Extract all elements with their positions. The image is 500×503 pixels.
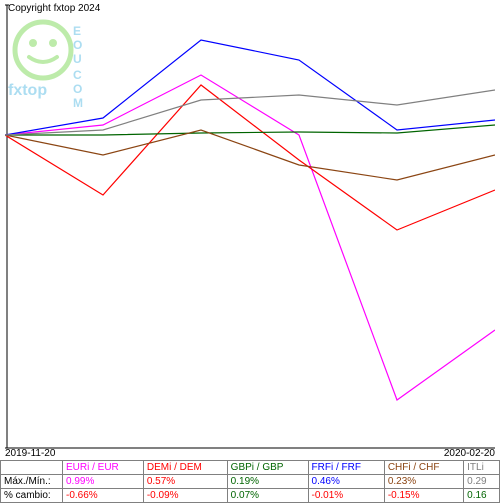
table-cell: 0.23% xyxy=(384,475,463,489)
table-cell: 0.99% xyxy=(63,475,144,489)
table-cell: 0.16 xyxy=(464,489,500,503)
copyright-text: Copyright fxtop 2024 xyxy=(8,3,100,14)
table-cell: -0.01% xyxy=(308,489,384,503)
svg-text:O: O xyxy=(73,82,82,96)
svg-text:C: C xyxy=(73,68,82,82)
table-cell: 0.19% xyxy=(227,475,308,489)
svg-text:fxtop: fxtop xyxy=(8,82,47,99)
table-cell: -0.66% xyxy=(63,489,144,503)
table-cell: 0.29 xyxy=(464,475,500,489)
table-cell: -0.15% xyxy=(384,489,463,503)
table-cell: 0.46% xyxy=(308,475,384,489)
svg-text:E: E xyxy=(73,24,81,38)
svg-text:M: M xyxy=(73,96,83,110)
watermark-logo: E O U fxtop C O M xyxy=(3,15,493,470)
table-cell: -0.09% xyxy=(143,489,227,503)
table-cell: 0.07% xyxy=(227,489,308,503)
row-label-cambio: % cambio: xyxy=(1,489,63,503)
svg-text:O: O xyxy=(73,38,82,52)
svg-text:U: U xyxy=(73,52,82,66)
row-label-maxmin: Máx./Mín.: xyxy=(1,475,63,489)
table-cell: 0.57% xyxy=(143,475,227,489)
